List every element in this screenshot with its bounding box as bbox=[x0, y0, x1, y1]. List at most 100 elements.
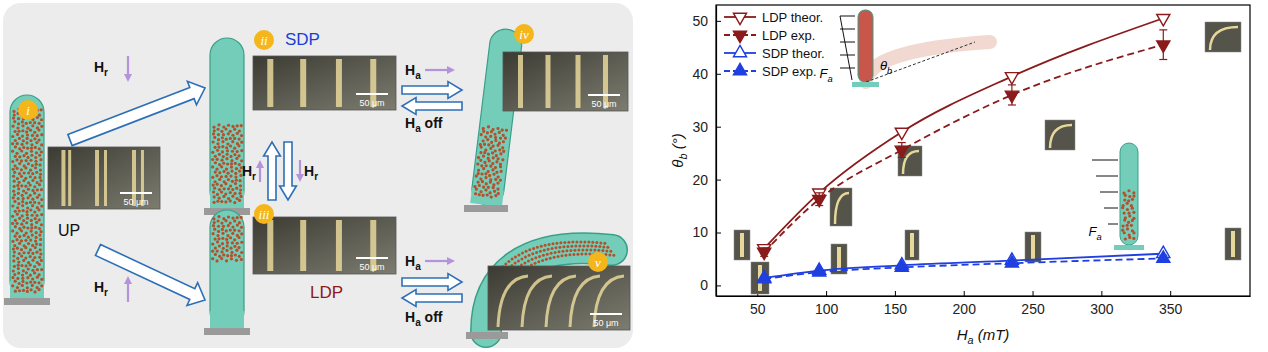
particle bbox=[233, 238, 236, 241]
particle bbox=[230, 159, 233, 162]
panel-label: iv bbox=[519, 27, 529, 42]
particle bbox=[29, 159, 32, 162]
particle bbox=[211, 158, 214, 161]
transition-arrow bbox=[402, 274, 462, 291]
legend-label: LDP theor. bbox=[762, 10, 823, 25]
particle bbox=[235, 167, 238, 170]
particle bbox=[39, 248, 42, 251]
particle bbox=[21, 204, 24, 207]
particle bbox=[26, 147, 29, 150]
error-bar-cap bbox=[1159, 59, 1167, 60]
particle bbox=[577, 249, 580, 252]
particle bbox=[20, 239, 23, 242]
series bbox=[758, 246, 1170, 282]
particle bbox=[531, 252, 534, 255]
particle bbox=[35, 141, 38, 144]
particle bbox=[222, 247, 225, 250]
particle bbox=[1127, 189, 1130, 192]
particle bbox=[229, 247, 232, 250]
field-label: Ha off bbox=[405, 309, 443, 328]
particle bbox=[33, 176, 36, 179]
particle bbox=[214, 253, 217, 256]
marker bbox=[1005, 73, 1018, 84]
particle bbox=[216, 128, 219, 131]
particle bbox=[38, 163, 41, 166]
particle bbox=[39, 238, 42, 241]
micrograph-frame bbox=[253, 56, 396, 110]
particle bbox=[548, 243, 551, 246]
y-tick-label: 30 bbox=[692, 119, 708, 135]
particle bbox=[477, 156, 481, 160]
particle bbox=[487, 186, 491, 190]
particle bbox=[213, 228, 216, 231]
particle bbox=[215, 168, 218, 171]
particle bbox=[1126, 227, 1129, 230]
particle bbox=[29, 194, 32, 197]
field-label: Hr bbox=[304, 163, 318, 182]
pillar-body bbox=[858, 10, 873, 82]
particle bbox=[26, 133, 29, 136]
particle bbox=[30, 229, 33, 232]
particle bbox=[40, 268, 43, 271]
particle bbox=[499, 170, 503, 174]
particle bbox=[222, 155, 225, 158]
particle bbox=[12, 269, 15, 272]
particle bbox=[480, 164, 484, 168]
transition-arrow bbox=[93, 239, 211, 312]
particle bbox=[225, 168, 228, 171]
particle bbox=[21, 124, 24, 127]
particle bbox=[494, 139, 498, 143]
particle bbox=[542, 254, 545, 257]
y-tick: 30 bbox=[692, 119, 721, 135]
field-label: Ha bbox=[405, 253, 421, 272]
particle bbox=[14, 145, 17, 148]
particle bbox=[233, 245, 236, 248]
particle bbox=[40, 230, 43, 233]
particle bbox=[563, 241, 566, 244]
particle bbox=[16, 133, 19, 136]
particle bbox=[16, 277, 19, 280]
marker bbox=[1005, 91, 1018, 102]
legend-entry: SDP theor. bbox=[724, 45, 825, 60]
particle bbox=[238, 179, 241, 182]
pillar-image bbox=[336, 59, 342, 107]
particle bbox=[571, 241, 574, 244]
particle bbox=[229, 236, 232, 239]
particle bbox=[234, 182, 237, 185]
particle bbox=[223, 187, 226, 190]
particle bbox=[22, 251, 25, 254]
particle bbox=[218, 197, 221, 200]
particle bbox=[226, 153, 229, 156]
particle bbox=[238, 163, 241, 166]
particle bbox=[212, 217, 215, 220]
thumbnail-pillar bbox=[903, 151, 919, 174]
marker bbox=[1157, 14, 1170, 25]
particle bbox=[31, 172, 34, 175]
particle bbox=[35, 151, 38, 154]
particle bbox=[236, 124, 239, 127]
particle bbox=[12, 259, 15, 262]
particle bbox=[1130, 224, 1133, 227]
particle bbox=[230, 165, 233, 168]
particle bbox=[491, 151, 495, 155]
angle-line bbox=[866, 42, 975, 82]
particle bbox=[218, 171, 221, 174]
text-main: H bbox=[94, 59, 104, 75]
particle bbox=[14, 280, 17, 283]
particle bbox=[476, 180, 480, 184]
particle bbox=[220, 184, 223, 187]
particle bbox=[566, 245, 569, 248]
particle bbox=[221, 232, 224, 235]
particle bbox=[27, 267, 30, 270]
micrograph: 50 μm bbox=[253, 56, 396, 110]
particle bbox=[605, 249, 608, 252]
y-tick-label: 10 bbox=[692, 224, 708, 240]
particle bbox=[31, 179, 34, 182]
particle bbox=[11, 135, 14, 138]
particle bbox=[25, 221, 28, 224]
particle bbox=[475, 187, 479, 191]
particle bbox=[1132, 237, 1135, 240]
particle bbox=[212, 224, 215, 227]
particle bbox=[216, 158, 219, 161]
particle bbox=[13, 273, 16, 276]
